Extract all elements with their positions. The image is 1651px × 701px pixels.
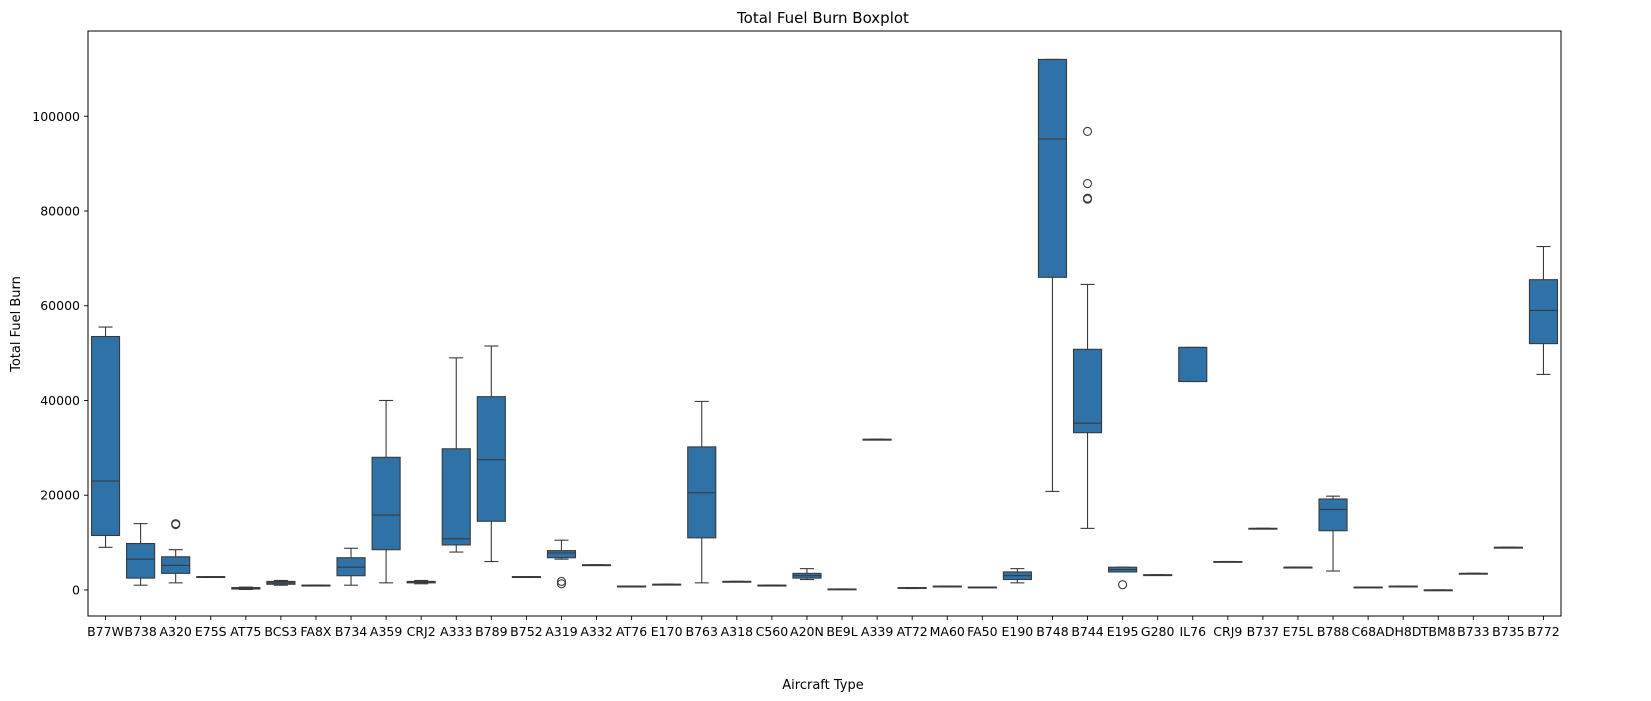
x-tick-label: TBM8 (1420, 624, 1456, 639)
x-tick-label: A359 (370, 624, 402, 639)
x-tick-label: C560 (756, 624, 789, 639)
plot-area: 0 20000 40000 60000 80000 100000 B77W B738 A320 E… (32, 30, 1562, 639)
outlier-point (171, 520, 181, 530)
box-A333 (441, 448, 471, 546)
x-tick-label: CRJ2 (407, 624, 436, 639)
y-tick-label: 40000 (40, 393, 80, 408)
x-tick-label: A320 (159, 624, 191, 639)
x-tick-label: B737 (1247, 624, 1279, 639)
x-tick-label: A333 (440, 624, 472, 639)
box-B772 (1528, 279, 1559, 345)
x-tick-label: B734 (335, 624, 367, 639)
x-tick-label: A318 (721, 624, 753, 639)
x-tick-label: G280 (1141, 624, 1175, 639)
x-tick-label: FA50 (967, 624, 998, 639)
y-axis-label: Total Fuel Burn (9, 276, 24, 373)
outlier-point (1082, 178, 1093, 189)
box-B738 (126, 542, 156, 579)
x-tick-label: E170 (651, 624, 683, 639)
y-tick-label: 20000 (40, 488, 80, 503)
box-B788 (1318, 498, 1348, 532)
x-tick-label: MA60 (930, 624, 965, 639)
x-tick-label: B772 (1527, 624, 1559, 639)
x-tick-label: B789 (475, 624, 507, 639)
box-B789 (476, 396, 506, 522)
box-B744 (1072, 348, 1103, 434)
x-tick-label: E190 (1002, 624, 1034, 639)
x-tick-label: AT72 (897, 624, 928, 639)
box-B748 (1037, 58, 1068, 278)
x-tick-label: E75S (195, 624, 227, 639)
outlier-point (1082, 126, 1093, 136)
box-A359 (371, 456, 401, 551)
box-B77W (90, 335, 121, 537)
x-tick-label: C68A (1352, 624, 1386, 639)
outlier-point (556, 579, 567, 589)
outlier-point (1118, 580, 1128, 590)
x-tick-label: AT76 (616, 624, 647, 639)
x-tick-label: B748 (1036, 624, 1068, 639)
outlier-point (556, 576, 567, 586)
x-tick-label: B788 (1317, 624, 1349, 639)
y-tick-label: 0 (72, 582, 80, 597)
box-IL76 (1178, 346, 1208, 383)
x-tick-label: B735 (1492, 624, 1524, 639)
outlier-point (1082, 194, 1093, 204)
x-tick-label: E195 (1107, 624, 1139, 639)
x-tick-label: AT75 (230, 624, 261, 639)
x-tick-label: A332 (580, 624, 612, 639)
chart-title: Total Fuel Burn Boxplot (736, 9, 909, 27)
x-tick-label: B752 (510, 624, 542, 639)
x-tick-label: A319 (545, 624, 577, 639)
x-tick-label: IL76 (1179, 624, 1206, 639)
x-tick-label: A20N (790, 624, 824, 639)
x-axis-label: Aircraft Type (782, 678, 863, 693)
x-tick-label: FA8X (300, 624, 332, 639)
x-tick-label: B744 (1071, 624, 1103, 639)
plot-frame (87, 30, 1562, 617)
x-tick-label: E75L (1283, 624, 1314, 639)
x-tick-label: B738 (124, 624, 156, 639)
x-tick-label: CRJ9 (1213, 624, 1242, 639)
box-A319 (546, 550, 577, 559)
x-tick-label: BCS3 (264, 624, 297, 639)
x-tick-label: A339 (861, 624, 893, 639)
x-tick-label: DH8D (1385, 624, 1422, 639)
x-tick-label: B733 (1457, 624, 1489, 639)
y-tick-label: 100000 (32, 109, 80, 124)
x-tick-label: B763 (686, 624, 718, 639)
y-tick-label: 60000 (40, 298, 80, 313)
x-tick-label: B77W (87, 624, 124, 639)
y-tick-label: 80000 (40, 204, 80, 219)
x-tick-label: BE9L (826, 624, 857, 639)
